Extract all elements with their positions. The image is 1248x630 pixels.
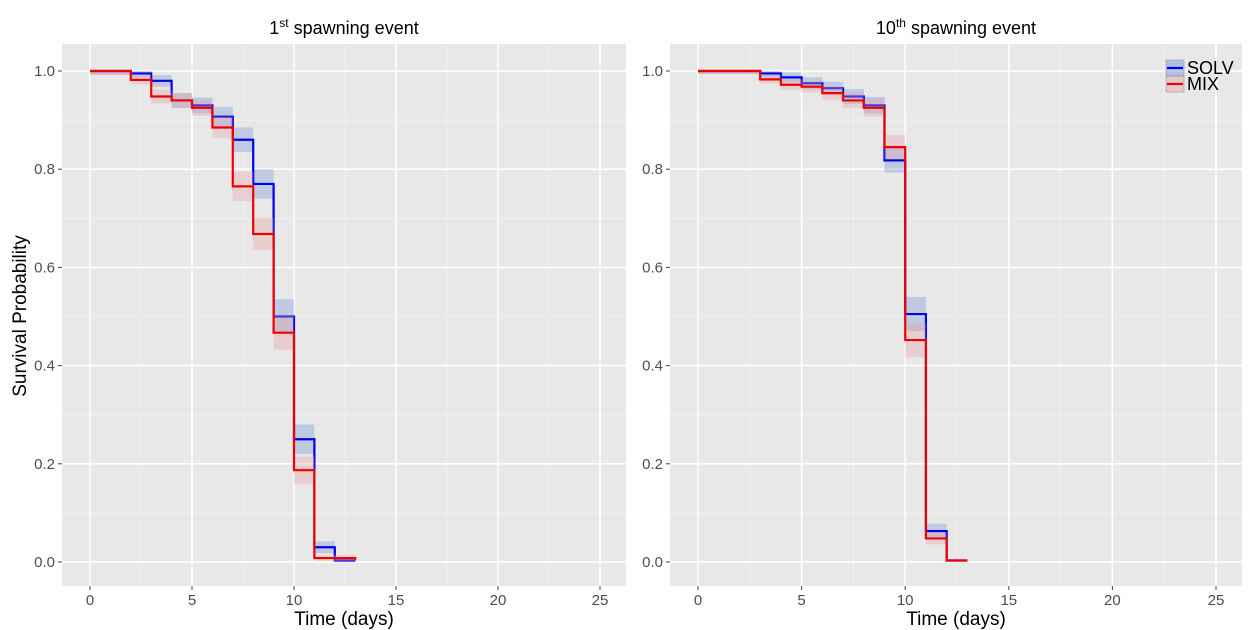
ci-band-step bbox=[698, 71, 761, 74]
chart-panels: 0 5 10 15 20 25 0.0 0.2 0.4 0.6 0.8 1.0 1st spawning… bbox=[34, 16, 1242, 630]
y-tick-label: 0.6 bbox=[34, 259, 55, 276]
legend-label-mix: MIX bbox=[1187, 74, 1219, 94]
x-tick-label: 15 bbox=[1000, 592, 1017, 609]
x-tick-label: 25 bbox=[1208, 592, 1225, 609]
series-mix bbox=[90, 69, 357, 562]
panel-background bbox=[62, 44, 626, 586]
y-tick-label: 0.4 bbox=[642, 358, 663, 375]
panel-title: 1st spawning event bbox=[269, 16, 418, 38]
x-tick-label: 5 bbox=[797, 592, 805, 609]
x-axis-title: Time (days) bbox=[906, 609, 1006, 630]
x-tick-label: 0 bbox=[694, 592, 702, 609]
y-tick-label: 0.4 bbox=[34, 358, 55, 375]
y-axis-title: Survival Probability bbox=[10, 235, 31, 397]
y-tick-label: 0.0 bbox=[642, 554, 663, 571]
chart-panel-2: 0 5 10 15 20 25 0.0 0.2 0.4 0.6 0.8 1.0 10th spawnin… bbox=[642, 16, 1242, 630]
survival-step-line bbox=[90, 69, 357, 561]
x-tick-label: 0 bbox=[86, 592, 94, 609]
y-tick-label: 0.2 bbox=[34, 456, 55, 473]
ci-band-step bbox=[698, 71, 761, 74]
series-mix bbox=[698, 69, 968, 562]
x-tick-label: 15 bbox=[388, 592, 405, 609]
y-tick-label: 0.2 bbox=[642, 456, 663, 473]
survival-step-line bbox=[698, 69, 968, 562]
panel-title: 10th spawning event bbox=[876, 16, 1036, 38]
y-tick-label: 0.0 bbox=[34, 554, 55, 571]
y-tick-label: 0.8 bbox=[34, 161, 55, 178]
x-tick-label: 10 bbox=[286, 592, 303, 609]
x-tick-label: 20 bbox=[490, 592, 507, 609]
legend-label-solv: SOLV bbox=[1187, 58, 1234, 78]
ci-band-step bbox=[90, 71, 131, 75]
x-tick-label: 20 bbox=[1104, 592, 1121, 609]
grid-lines bbox=[670, 44, 1242, 586]
ci-band-step bbox=[90, 71, 131, 75]
x-tick-label: 5 bbox=[188, 592, 196, 609]
grid-lines bbox=[62, 44, 626, 586]
x-axis-title: Time (days) bbox=[294, 609, 394, 630]
x-tick-label: 25 bbox=[592, 592, 609, 609]
x-tick-label: 10 bbox=[897, 592, 914, 609]
y-tick-label: 1.0 bbox=[642, 63, 663, 80]
y-tick-label: 1.0 bbox=[34, 63, 55, 80]
panel-background bbox=[670, 44, 1242, 586]
chart-panel-1: 0 5 10 15 20 25 0.0 0.2 0.4 0.6 0.8 1.0 1st spawning… bbox=[34, 16, 626, 630]
y-tick-label: 0.6 bbox=[642, 259, 663, 276]
y-tick-label: 0.8 bbox=[642, 161, 663, 178]
